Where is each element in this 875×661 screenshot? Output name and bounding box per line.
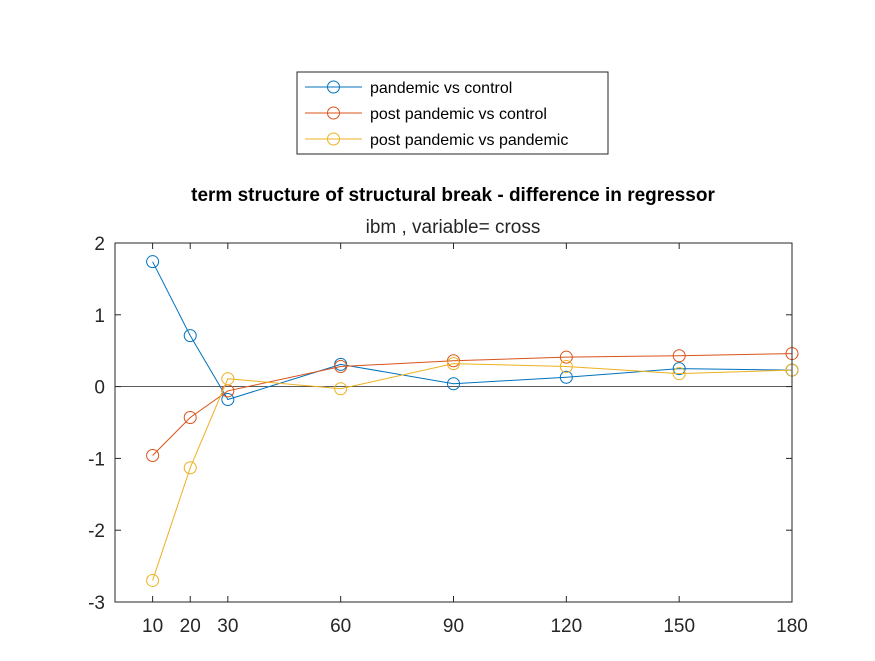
data-point — [221, 372, 235, 386]
y-tick-label: -2 — [88, 521, 105, 542]
data-point — [146, 449, 160, 463]
y-tick-label: 1 — [94, 306, 105, 327]
data-point — [146, 573, 160, 587]
legend: pandemic vs control post pandemic vs cont… — [296, 71, 609, 155]
data-point — [334, 359, 348, 373]
series-line — [152, 353, 793, 456]
x-tick-label: 60 — [330, 616, 351, 637]
chart-title: term structure of structural break - dif… — [191, 185, 715, 206]
data-point — [559, 359, 573, 373]
legend-marker — [327, 132, 340, 146]
data-point — [183, 410, 197, 424]
series-3 — [146, 357, 799, 587]
plot-area — [115, 243, 792, 602]
legend-marker — [327, 80, 340, 94]
x-tick-label: 10 — [142, 616, 163, 637]
data-point — [559, 350, 573, 364]
legend-label: post pandemic vs pandemic — [370, 132, 568, 149]
data-point — [221, 393, 235, 407]
x-tick-label: 180 — [776, 616, 808, 637]
data-point — [447, 377, 460, 391]
data-point — [183, 329, 197, 343]
y-tick-label: -3 — [88, 593, 105, 614]
data-point — [672, 367, 686, 381]
x-tick-label: 30 — [217, 616, 238, 637]
legend-label: pandemic vs control — [370, 80, 512, 97]
legend-label: post pandemic vs control — [370, 106, 547, 123]
x-tick-label: 120 — [550, 616, 582, 637]
data-point — [672, 362, 686, 376]
y-tick-label: -1 — [88, 449, 105, 470]
data-point — [183, 461, 197, 475]
data-point — [146, 255, 160, 269]
data-point — [672, 349, 686, 363]
data-point — [559, 370, 573, 384]
data-point — [447, 357, 460, 371]
series-line — [152, 363, 793, 581]
y-tick-label: 0 — [94, 378, 105, 399]
x-tick-label: 90 — [443, 616, 464, 637]
series-2 — [146, 347, 799, 463]
x-tick-label: 150 — [663, 616, 695, 637]
x-tick-label: 20 — [180, 616, 201, 637]
series-line — [152, 261, 793, 401]
y-tick-label: 2 — [94, 234, 105, 255]
chart-subtitle: ibm , variable= cross — [366, 217, 541, 238]
legend-marker — [327, 106, 340, 120]
data-point — [334, 382, 348, 396]
data-point — [447, 354, 460, 368]
